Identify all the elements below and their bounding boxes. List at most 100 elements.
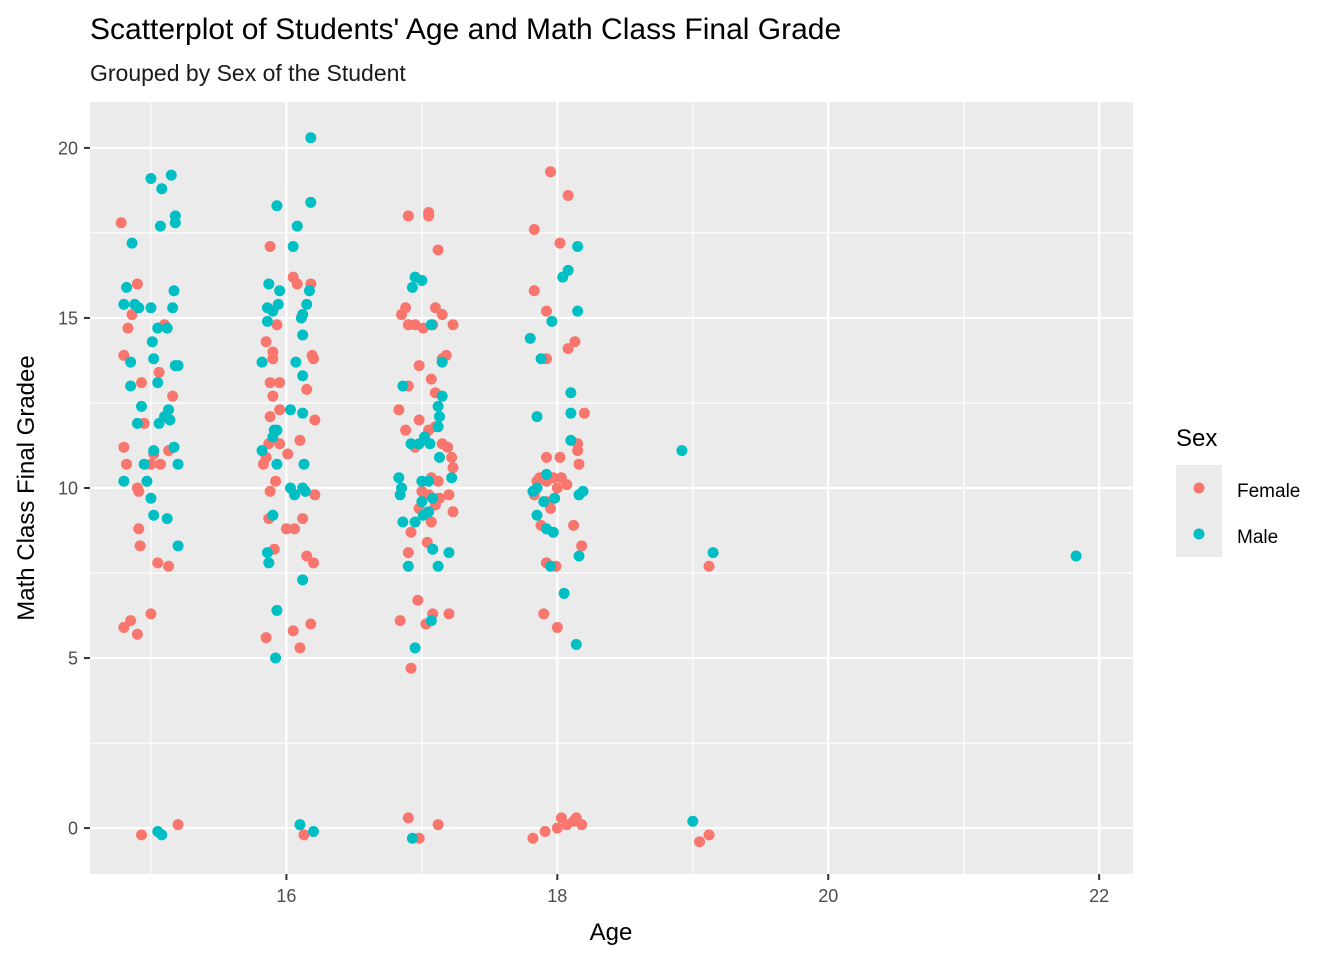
point-female (402, 547, 414, 559)
point-male (527, 485, 539, 497)
x-axis-title: Age (590, 919, 633, 946)
point-male (152, 322, 164, 334)
point-male (164, 414, 176, 426)
point-male (153, 417, 165, 429)
point-female (291, 278, 303, 290)
legend-key-female (1193, 482, 1205, 494)
point-female (122, 322, 134, 334)
point-male (298, 458, 310, 470)
point-male (535, 353, 547, 365)
point-male (419, 431, 431, 443)
point-male (572, 241, 584, 253)
point-female (274, 438, 286, 450)
point-male (297, 370, 309, 382)
point-male (167, 302, 179, 314)
point-female (152, 557, 164, 569)
point-female (172, 819, 184, 831)
point-female (289, 523, 301, 535)
point-female (287, 625, 299, 637)
point-male (289, 489, 301, 501)
point-female (154, 458, 166, 470)
point-female (260, 336, 272, 348)
point-male (169, 217, 181, 229)
point-female (409, 319, 421, 331)
point-female (432, 475, 444, 487)
point-female (309, 414, 321, 426)
point-female (447, 506, 459, 518)
point-female (405, 662, 417, 674)
point-male (540, 468, 552, 480)
point-male (145, 302, 157, 314)
point-male (148, 445, 160, 457)
x-tick-label: 18 (547, 886, 567, 906)
point-male (168, 285, 180, 297)
point-male (409, 516, 421, 528)
point-male (707, 547, 719, 559)
point-male (267, 509, 279, 521)
point-female (413, 414, 425, 426)
point-female (264, 485, 276, 497)
point-female (153, 366, 165, 378)
point-male (172, 360, 184, 372)
point-female (554, 451, 566, 463)
point-female (561, 479, 573, 491)
point-female (538, 608, 550, 620)
point-male (427, 492, 439, 504)
point-female (551, 822, 563, 834)
point-female (121, 458, 133, 470)
point-female (135, 377, 147, 389)
point-female (301, 550, 313, 562)
point-female (694, 836, 706, 848)
point-female (540, 451, 552, 463)
point-female (402, 812, 414, 824)
point-female (308, 557, 319, 569)
point-male (573, 489, 585, 501)
point-female (447, 319, 459, 331)
point-female (264, 241, 276, 253)
point-female (405, 526, 417, 538)
point-male (274, 285, 286, 297)
point-male (446, 472, 458, 484)
point-male (118, 298, 130, 310)
point-male (125, 380, 137, 392)
point-female (270, 475, 282, 487)
point-female (425, 516, 437, 528)
point-male (303, 285, 315, 297)
point-female (305, 618, 317, 630)
point-female (115, 217, 127, 229)
point-male (126, 237, 138, 249)
point-female (539, 825, 551, 837)
point-female (561, 819, 573, 831)
point-male (416, 496, 428, 508)
point-male (125, 356, 137, 368)
point-female (301, 383, 313, 395)
point-female (576, 819, 588, 831)
point-male (271, 458, 283, 470)
point-male (433, 411, 445, 423)
point-male (305, 196, 317, 208)
point-male (138, 458, 150, 470)
point-female (308, 353, 319, 365)
point-female (135, 829, 147, 841)
point-female (297, 513, 309, 525)
point-female (393, 404, 405, 416)
chart-subtitle: Grouped by Sex of the Student (90, 60, 406, 86)
point-female (703, 560, 715, 572)
point-male (301, 298, 313, 310)
point-female (432, 819, 444, 831)
point-male (161, 513, 173, 525)
point-male (261, 547, 273, 559)
point-female (294, 642, 306, 654)
chart-title: Scatterplot of Students' Age and Math Cl… (90, 13, 841, 46)
point-female (131, 628, 143, 640)
point-male (565, 387, 577, 399)
point-male (297, 407, 309, 419)
point-male (425, 615, 437, 627)
point-female (294, 434, 306, 446)
point-female (274, 404, 286, 416)
point-male (393, 472, 405, 484)
point-male (121, 281, 133, 293)
x-tick-label: 16 (276, 886, 296, 906)
point-female (562, 343, 574, 355)
point-male (409, 642, 421, 654)
